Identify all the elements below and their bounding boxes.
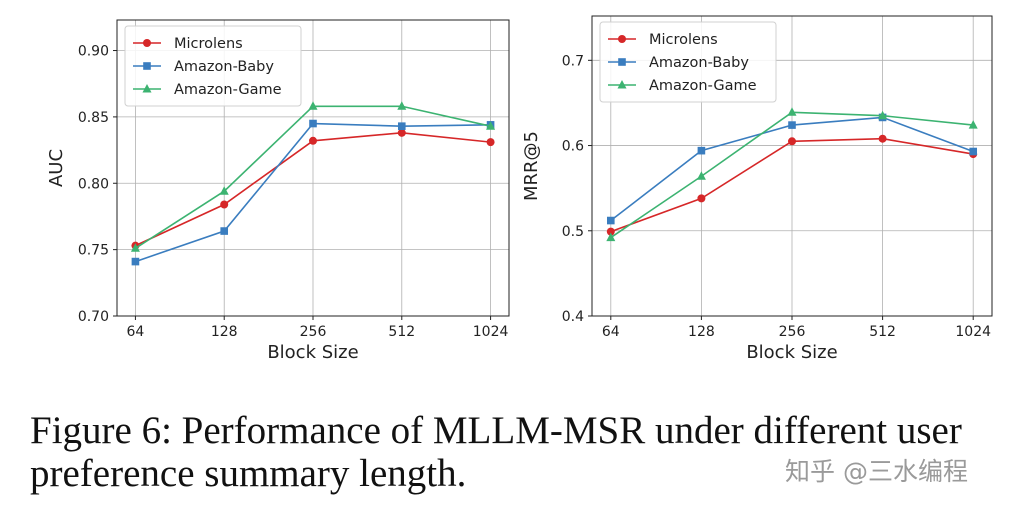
x-tick-label: 128: [688, 324, 715, 340]
x-tick-label: 512: [869, 324, 896, 340]
series-amazon-game: [130, 101, 496, 252]
plot-frame: [116, 19, 510, 317]
series-amazon-baby-point-square: [131, 257, 140, 266]
series-microlens-point-circle: [878, 134, 887, 143]
x-tick-label: 256: [779, 324, 806, 340]
legend: Microlens Amazon-Baby Amazon-Game: [599, 21, 777, 103]
legend-label: Amazon-Game: [649, 78, 757, 94]
series-microlens-point-circle: [697, 194, 706, 203]
series-amazon-game-point-triangle: [696, 171, 706, 180]
series-amazon-game-point-triangle: [606, 232, 616, 242]
x-tick-label: 64: [602, 324, 620, 340]
series-amazon-game: [606, 107, 978, 242]
legend-label: Amazon-Game: [174, 82, 282, 98]
y-tick-label: 0.70: [78, 309, 109, 325]
series-microlens: [606, 134, 978, 236]
series-amazon-baby-point-square: [220, 227, 229, 235]
x-tick-label: 256: [300, 324, 327, 340]
y-tick-label: 0.7: [562, 53, 584, 69]
series-amazon-baby-point-square: [788, 121, 796, 129]
series-amazon-baby-point-square: [969, 147, 977, 156]
legend-label: Microlens: [649, 32, 718, 48]
series-microlens-point-circle: [486, 138, 495, 147]
series-amazon-game-point-triangle: [878, 110, 888, 120]
series-microlens-point-circle: [397, 128, 406, 137]
series-microlens: [131, 128, 495, 250]
figure-caption-line-2: preference summary length.: [30, 452, 467, 495]
y-tick-label: 0.5: [562, 224, 584, 240]
legend-marker-triangle: [142, 84, 152, 93]
x-axis-label: Block Size: [267, 342, 358, 363]
x-axis-label: Block Size: [746, 342, 837, 363]
series-amazon-baby-point-square: [697, 146, 706, 155]
y-tick-label: 0.75: [78, 243, 109, 259]
series-amazon-game-point-triangle: [397, 101, 407, 110]
y-axis-label: AUC: [46, 149, 67, 187]
y-tick-label: 0.6: [562, 139, 584, 155]
series-amazon-game-point-triangle: [308, 101, 318, 110]
legend-label: Microlens: [174, 36, 243, 52]
legend: Microlens Amazon-Baby Amazon-Game: [124, 25, 302, 107]
x-tick-label: 1024: [955, 324, 991, 340]
y-tick-label: 0.4: [562, 309, 584, 325]
legend-marker-square: [143, 62, 151, 70]
figure: 64 128 256 512 1024 0.70 0.75 0.80 0.85 0.90 Block…: [46, 15, 993, 363]
legend-marker-square: [618, 58, 626, 66]
y-tick-label: 0.90: [78, 44, 109, 60]
series-amazon-baby-point-square: [397, 122, 406, 130]
x-tick-label: 128: [211, 324, 238, 340]
plot-frame: [591, 15, 993, 317]
x-tick-label: 1024: [473, 324, 509, 340]
series-amazon-game-point-triangle: [130, 243, 140, 252]
y-axis-label: MRR@5: [521, 131, 542, 201]
legend-marker-triangle: [617, 80, 627, 89]
legend-label: Amazon-Baby: [174, 59, 274, 75]
y-tick-label: 0.85: [78, 110, 109, 126]
series-amazon-baby-point-square: [309, 119, 317, 128]
legend-marker-circle: [618, 35, 626, 43]
series-amazon-game-point-triangle: [968, 120, 978, 129]
series-microlens-point-circle: [606, 227, 615, 236]
x-tick-label: 512: [388, 324, 415, 340]
series-amazon-game-point-triangle: [486, 121, 496, 130]
chart-mrr: 64 128 256 512 1024 0.4 0.5 0.6 0.7 Block Size MRR…: [521, 15, 993, 363]
series-amazon-baby-point-square: [607, 216, 615, 225]
chart-auc: 64 128 256 512 1024 0.70 0.75 0.80 0.85 0.90 Block…: [46, 19, 510, 363]
legend-label: Amazon-Baby: [649, 55, 749, 71]
y-tick-label: 0.80: [78, 176, 109, 192]
series-microlens-point-circle: [788, 137, 796, 146]
legend-marker-circle: [143, 39, 151, 47]
figure-caption-line-1: Figure 6: Performance of MLLM-MSR under …: [30, 409, 962, 452]
legend-box: [124, 25, 302, 107]
watermark: 知乎 @三水编程: [785, 457, 968, 486]
series-amazon-game-point-triangle: [787, 107, 797, 116]
x-tick-label: 64: [127, 324, 145, 340]
series-microlens-point-circle: [309, 136, 317, 145]
legend-box: [599, 21, 777, 103]
series-microlens-point-circle: [220, 200, 229, 209]
series-amazon-game-point-triangle: [219, 186, 229, 195]
